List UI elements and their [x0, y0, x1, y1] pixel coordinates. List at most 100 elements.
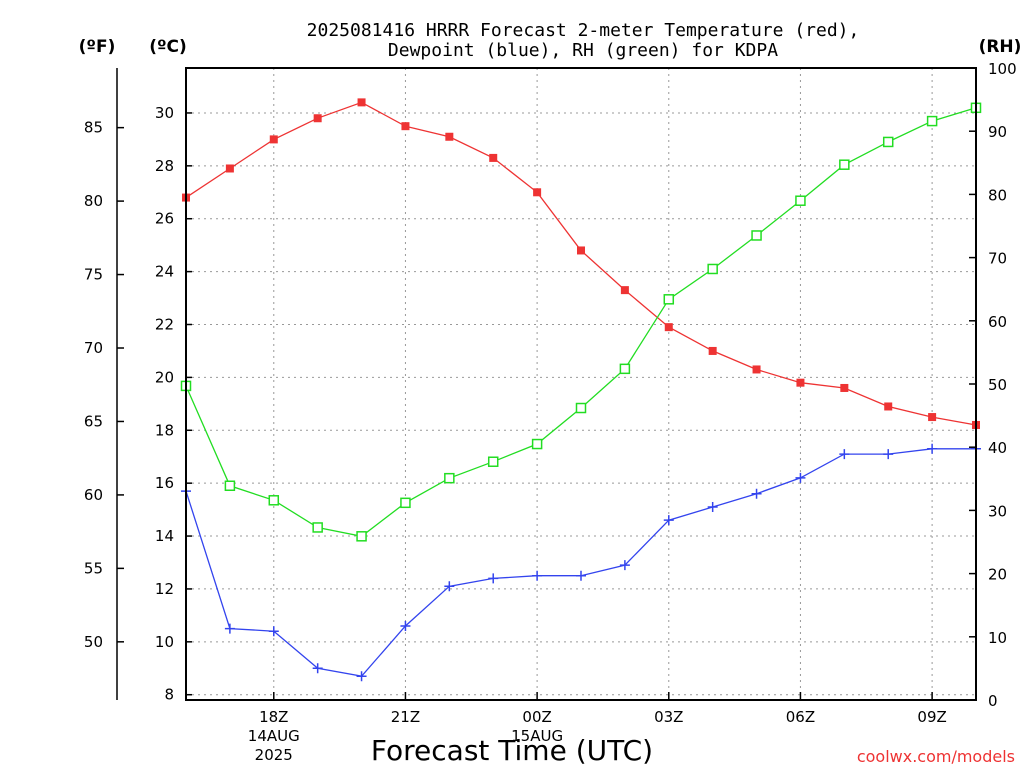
fahrenheit-tick-label: 75	[84, 266, 103, 284]
celsius-tick-label: 10	[155, 633, 174, 651]
temperature-point	[225, 164, 234, 173]
celsius-unit-label: (ºC)	[149, 37, 187, 57]
fahrenheit-tick-label: 70	[84, 339, 103, 357]
rh-tick-label: 100	[988, 60, 1017, 78]
temperature-line	[185, 101, 977, 426]
temperature-point	[884, 402, 893, 411]
rh-point	[882, 136, 894, 148]
temperature-point	[313, 114, 322, 123]
temperature-point	[796, 378, 805, 387]
x-tick-label: 18Z	[259, 708, 288, 726]
temperature-point	[664, 323, 673, 332]
temperature-point	[489, 153, 498, 162]
celsius-tick-label: 14	[155, 527, 174, 545]
dewpoint-line	[185, 448, 976, 677]
dewpoint-point	[707, 501, 718, 512]
temperature-point	[620, 286, 629, 295]
temperature-point	[928, 413, 937, 422]
x-tick-label: 00Z	[522, 708, 551, 726]
rh-point	[751, 230, 762, 241]
fahrenheit-tick-label: 85	[84, 119, 103, 137]
temperature-point	[708, 346, 717, 355]
fahrenheit-tick-label: 50	[84, 633, 103, 651]
x-tick-label: 2025	[255, 746, 293, 764]
fahrenheit-tick-label: 60	[84, 486, 103, 504]
dewpoint-point	[927, 443, 938, 454]
rh-point	[619, 363, 631, 375]
celsius-tick-label: 22	[155, 316, 174, 334]
dewpoint-point	[224, 623, 235, 634]
celsius-tick-label: 8	[164, 686, 174, 704]
dewpoint-point	[488, 573, 499, 584]
temperature-point	[577, 246, 585, 255]
rh-tick-label: 50	[988, 376, 1007, 394]
dewpoint-point	[356, 671, 367, 682]
celsius-tick-label: 16	[155, 474, 174, 492]
x-tick-label: 09Z	[917, 708, 946, 726]
dewpoint-point	[839, 449, 850, 460]
rh-tick-label: 60	[988, 313, 1007, 331]
rh-line	[185, 107, 977, 537]
temperature-point	[445, 132, 454, 141]
celsius-tick-label: 18	[155, 421, 174, 439]
chart-title: 2025081416 HRRR Forecast 2-meter Tempera…	[307, 20, 860, 41]
rh-unit-label: (RH)	[979, 37, 1022, 57]
temperature-point	[401, 122, 410, 131]
rh-tick-label: 70	[988, 250, 1007, 268]
dewpoint-point	[444, 581, 455, 592]
rh-tick-label: 80	[988, 186, 1007, 204]
rh-tick-label: 30	[988, 502, 1007, 520]
series-layer	[180, 98, 982, 682]
plot-frame	[185, 67, 977, 701]
celsius-tick-label: 12	[155, 580, 174, 598]
rh-point	[663, 294, 675, 305]
temperature-point	[533, 188, 542, 197]
celsius-tick-label: 28	[155, 157, 174, 175]
fahrenheit-unit-label: (ºF)	[79, 37, 116, 57]
x-axis-label: Forecast Time (UTC)	[371, 734, 653, 767]
rh-tick-label: 20	[988, 566, 1007, 584]
rh-point	[224, 480, 236, 492]
credit-text: coolwx.com/models	[857, 747, 1015, 766]
rh-point	[268, 495, 280, 506]
fahrenheit-tick-label: 55	[84, 559, 103, 577]
temperature-point	[357, 98, 366, 107]
rh-tick-label: 10	[988, 629, 1007, 647]
x-tick-label: 03Z	[654, 708, 683, 726]
celsius-tick-label: 20	[155, 368, 174, 386]
fahrenheit-tick-label: 65	[84, 412, 103, 430]
celsius-tick-label: 30	[155, 104, 174, 122]
rh-point	[795, 195, 806, 206]
rh-point	[575, 402, 587, 414]
dewpoint-point	[619, 560, 630, 571]
dewpoint-point	[795, 472, 806, 483]
rh-point	[356, 531, 367, 542]
dewpoint-point	[751, 488, 762, 499]
dewpoint-point	[883, 449, 894, 460]
rh-tick-label: 0	[988, 692, 998, 710]
rh-point	[400, 497, 411, 509]
chart-subtitle: Dewpoint (blue), RH (green) for KDPA	[388, 40, 778, 61]
rh-point	[707, 263, 718, 275]
rh-tick-label: 40	[988, 439, 1007, 457]
rh-point	[926, 115, 938, 127]
dewpoint-point	[312, 663, 323, 674]
celsius-tick-label: 24	[155, 263, 174, 281]
temperature-point	[269, 135, 278, 144]
rh-point	[444, 472, 455, 484]
rh-point	[531, 438, 543, 450]
temperature-point	[840, 383, 849, 392]
x-tick-label: 06Z	[786, 708, 815, 726]
dewpoint-point	[663, 515, 674, 526]
rh-point	[487, 456, 499, 467]
x-tick-label: 14AUG	[248, 727, 300, 745]
fahrenheit-tick-label: 80	[84, 192, 103, 210]
rh-point	[312, 522, 323, 533]
dewpoint-point	[532, 570, 543, 581]
rh-point	[839, 159, 850, 170]
x-tick-label: 21Z	[391, 708, 420, 726]
temperature-point	[752, 365, 761, 374]
celsius-tick-label: 26	[155, 210, 174, 228]
